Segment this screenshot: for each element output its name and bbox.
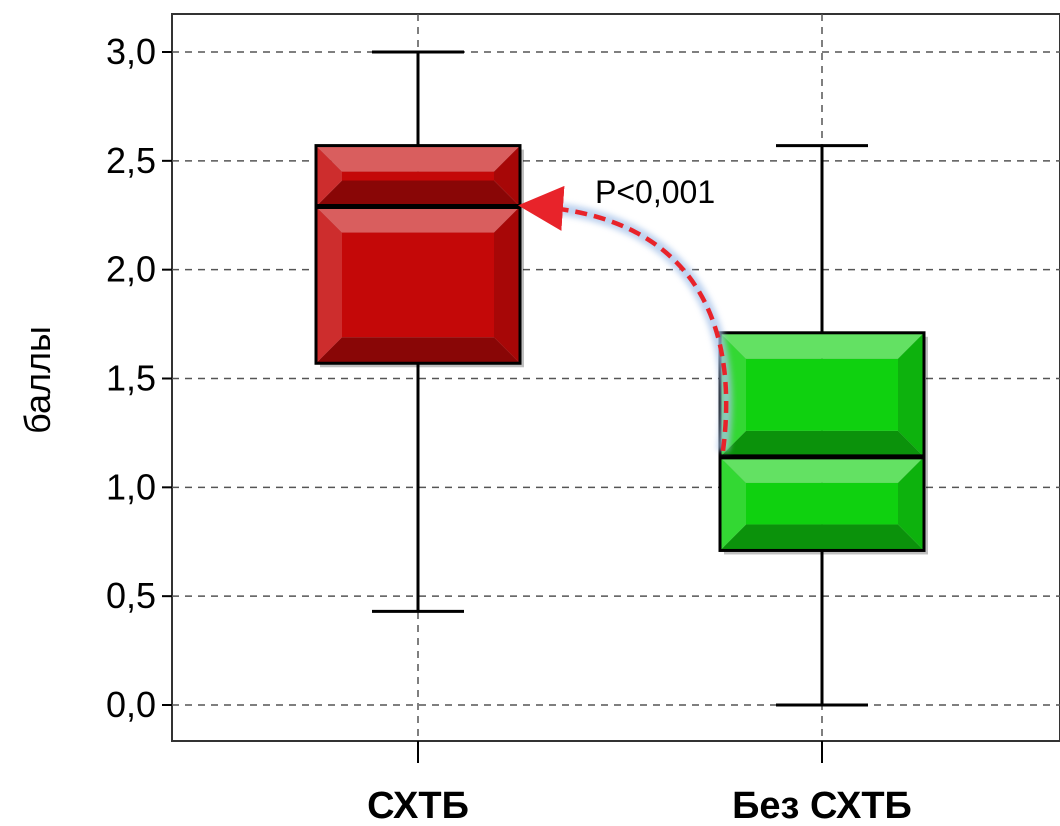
y-tick-label: 0,0: [106, 684, 156, 725]
x-category-label: Без СХТБ: [732, 785, 912, 826]
bevel-bottom: [720, 524, 924, 551]
y-tick-label: 1,0: [106, 466, 156, 507]
box-group: [718, 144, 928, 707]
y-tick-label: 0,5: [106, 575, 156, 616]
x-category-label: СХТБ: [367, 785, 469, 826]
box-upper-half: [720, 332, 924, 457]
bevel-face: [746, 358, 898, 431]
y-axis-label: баллы: [17, 326, 58, 434]
p-value-label: P<0,001: [595, 174, 715, 210]
box-upper-half: [316, 145, 520, 207]
bevel-left: [316, 206, 342, 364]
box-outline: [314, 144, 522, 365]
bevel-right: [898, 456, 924, 551]
bevel-bottom: [316, 180, 520, 207]
bevel-top: [720, 456, 924, 483]
bevel-face: [342, 171, 494, 181]
y-tick-label: 3,0: [106, 31, 156, 72]
bevel-right: [494, 206, 520, 364]
bevel-right: [494, 145, 520, 207]
bevel-left: [316, 145, 342, 207]
bevel-right: [898, 332, 924, 457]
arrow-glow: [535, 200, 733, 452]
bevel-top: [720, 332, 924, 359]
y-tick-label: 1,5: [106, 358, 156, 399]
y-tick-label: 2,5: [106, 140, 156, 181]
bevel-top: [316, 145, 520, 172]
box-lower-half: [720, 456, 924, 551]
box-lower-half: [316, 206, 520, 364]
bevel-left: [720, 456, 746, 551]
significance-arrow: [518, 185, 729, 452]
box-group: [314, 50, 524, 613]
y-tick-label: 2,0: [106, 249, 156, 290]
bevel-face: [746, 482, 898, 525]
bevel-bottom: [316, 337, 520, 364]
bevel-face: [342, 232, 494, 338]
bevel-top: [316, 206, 520, 233]
bevel-bottom: [720, 430, 924, 457]
